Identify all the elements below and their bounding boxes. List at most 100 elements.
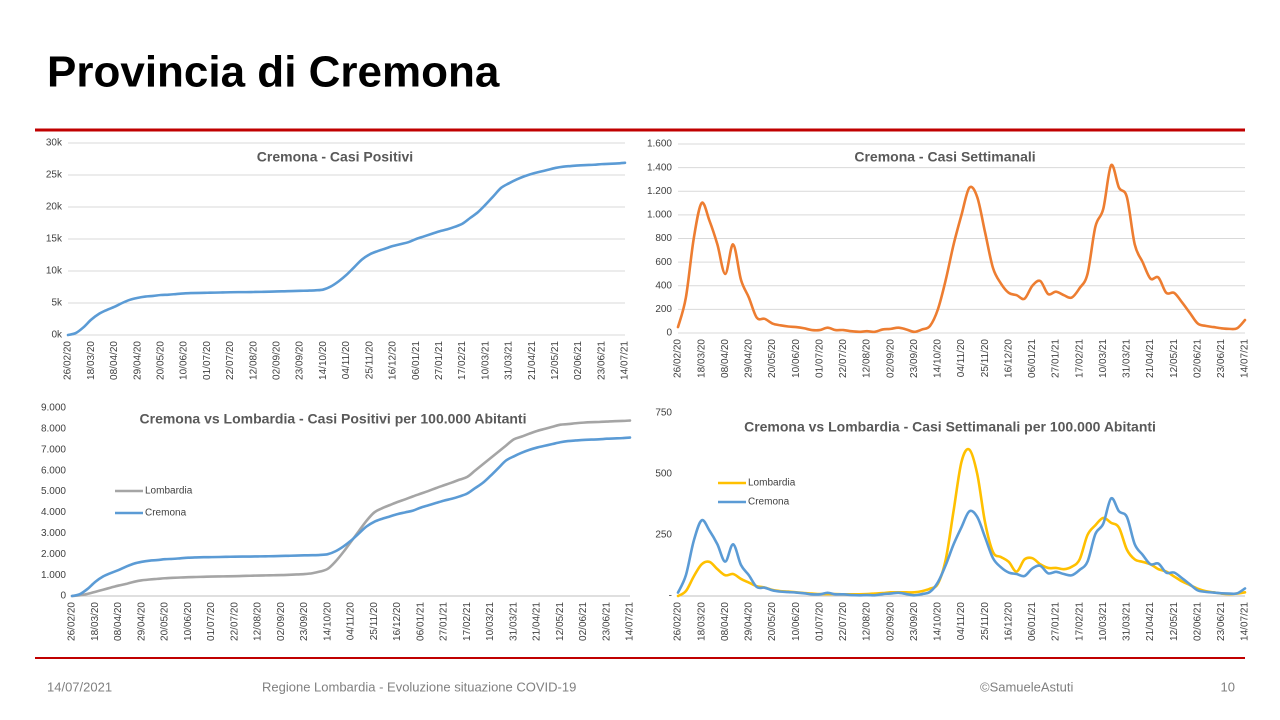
- x-tick-label: 12/05/21: [1169, 339, 1180, 378]
- x-tick-label: 12/05/21: [1169, 602, 1180, 641]
- x-tick-label: 06/01/21: [1027, 339, 1038, 378]
- x-tick-label: 16/12/20: [1003, 602, 1014, 641]
- x-tick-label: 16/12/20: [388, 341, 399, 380]
- slide-title: Provincia di Cremona: [47, 48, 500, 97]
- x-tick-label: 26/02/20: [67, 602, 78, 641]
- x-tick-label: 10/03/21: [1098, 339, 1109, 378]
- x-tick-label: 08/04/20: [113, 602, 124, 641]
- x-tick-label: 14/07/21: [620, 341, 631, 380]
- x-tick-label: 12/08/20: [862, 602, 873, 641]
- x-tick-label: 02/06/21: [578, 602, 589, 641]
- x-tick-label: 01/07/20: [814, 339, 825, 378]
- x-tick-label: 06/01/21: [415, 602, 426, 641]
- x-tick-label: 21/04/21: [1145, 339, 1156, 378]
- legend-label: Cremona: [145, 508, 187, 519]
- x-tick-label: 12/05/21: [550, 341, 561, 380]
- x-tick-label: 22/07/20: [838, 339, 849, 378]
- x-tick-label: 25/11/20: [369, 602, 380, 641]
- x-tick-label: 31/03/21: [1122, 602, 1133, 641]
- x-tick-label: 18/03/20: [696, 602, 707, 641]
- x-tick-label: 26/02/20: [673, 602, 684, 641]
- x-tick-label: 08/04/20: [720, 602, 731, 641]
- y-tick-label: 25k: [46, 170, 63, 181]
- x-tick-label: 31/03/21: [1122, 339, 1133, 378]
- x-tick-label: 23/06/21: [596, 341, 607, 380]
- data-line: [676, 496, 1247, 597]
- x-tick-label: 23/09/20: [909, 339, 920, 378]
- x-tick-label: 02/06/21: [1192, 602, 1203, 641]
- chart-title: Cremona - Casi Settimanali: [854, 149, 1035, 165]
- x-tick-label: 12/08/20: [253, 602, 264, 641]
- x-tick-label: 21/04/21: [1145, 602, 1156, 641]
- x-tick-label: 29/04/20: [136, 602, 147, 641]
- y-tick-label: 8.000: [41, 424, 66, 435]
- x-tick-label: 27/01/21: [434, 341, 445, 380]
- y-tick-label: 5k: [51, 298, 63, 309]
- x-tick-label: 01/07/20: [202, 341, 213, 380]
- y-tick-label: 5.000: [41, 486, 66, 497]
- x-tick-label: 23/06/21: [1216, 339, 1227, 378]
- y-tick-label: 600: [655, 257, 672, 268]
- x-tick-label: 14/07/21: [1240, 339, 1251, 378]
- footer-author: ©SamueleAstuti: [980, 679, 1074, 694]
- x-tick-label: 12/05/21: [555, 602, 566, 641]
- x-tick-label: 14/07/21: [625, 602, 636, 641]
- x-tick-label: 17/02/21: [457, 341, 468, 380]
- x-tick-label: 12/08/20: [862, 339, 873, 378]
- x-tick-label: 22/07/20: [225, 341, 236, 380]
- x-tick-label: 02/09/20: [272, 341, 283, 380]
- data-line: [676, 447, 1247, 598]
- data-line: [676, 163, 1247, 334]
- x-tick-label: 18/03/20: [86, 341, 97, 380]
- x-tick-label: 22/07/20: [229, 602, 240, 641]
- x-tick-label: 10/06/20: [791, 339, 802, 378]
- y-tick-label: 0: [60, 591, 66, 602]
- x-tick-label: 02/09/20: [885, 602, 896, 641]
- x-tick-label: 25/11/20: [980, 339, 991, 378]
- y-tick-label: 1.000: [41, 570, 66, 581]
- y-tick-label: 10k: [46, 266, 63, 277]
- x-tick-label: 02/06/21: [573, 341, 584, 380]
- x-tick-label: 10/06/20: [179, 341, 190, 380]
- y-tick-label: 0k: [51, 330, 63, 341]
- data-line: [66, 161, 627, 337]
- y-tick-label: 4.000: [41, 507, 66, 518]
- x-tick-label: 20/05/20: [160, 602, 171, 641]
- x-tick-label: 29/04/20: [744, 602, 755, 641]
- y-tick-label: 3.000: [41, 528, 66, 539]
- x-tick-label: 06/01/21: [411, 341, 422, 380]
- x-tick-label: 10/03/21: [480, 341, 491, 380]
- x-tick-label: 18/03/20: [90, 602, 101, 641]
- x-tick-label: 16/12/20: [1003, 339, 1014, 378]
- y-tick-label: 800: [655, 233, 672, 244]
- x-tick-label: 22/07/20: [838, 602, 849, 641]
- x-tick-label: 17/02/21: [462, 602, 473, 641]
- x-tick-label: 27/01/21: [1051, 339, 1062, 378]
- legend-label: Lombardia: [748, 478, 796, 489]
- chart-title: Cremona - Casi Positivi: [257, 149, 413, 165]
- y-tick-label: 1.000: [647, 210, 672, 221]
- footer-date: 14/07/2021: [47, 679, 112, 694]
- data-line: [70, 436, 632, 598]
- x-tick-label: 26/02/20: [63, 341, 74, 380]
- x-tick-label: 29/04/20: [744, 339, 755, 378]
- y-tick-label: 9.000: [41, 403, 66, 414]
- x-tick-label: 23/09/20: [295, 341, 306, 380]
- x-tick-label: 02/06/21: [1192, 339, 1203, 378]
- y-tick-label: 200: [655, 304, 672, 315]
- x-tick-label: 17/02/21: [1074, 602, 1085, 641]
- x-tick-label: 01/07/20: [206, 602, 217, 641]
- y-tick-label: 0: [666, 328, 672, 339]
- x-tick-label: 14/10/20: [933, 339, 944, 378]
- footer-center: Regione Lombardia - Evoluzione situazion…: [262, 679, 576, 694]
- y-tick-label: 6.000: [41, 465, 66, 476]
- x-tick-label: 08/04/20: [109, 341, 120, 380]
- x-tick-label: 02/09/20: [885, 339, 896, 378]
- x-tick-label: 18/03/20: [696, 339, 707, 378]
- x-tick-label: 10/06/20: [183, 602, 194, 641]
- x-tick-label: 25/11/20: [364, 341, 375, 380]
- x-tick-label: 26/02/20: [673, 339, 684, 378]
- x-tick-label: 20/05/20: [155, 341, 166, 380]
